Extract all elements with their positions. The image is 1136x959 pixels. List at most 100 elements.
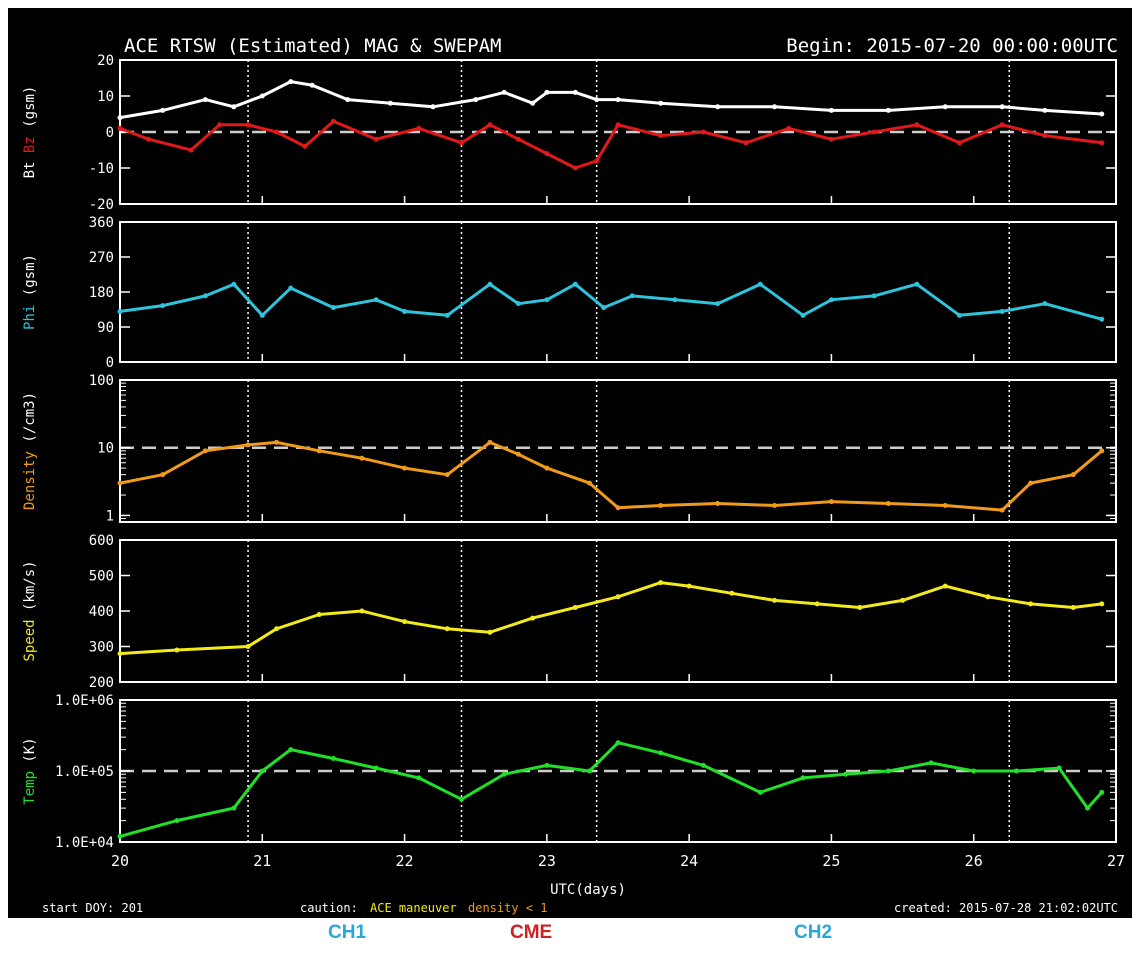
data-point-temp <box>544 762 550 768</box>
data-point-density <box>942 503 948 509</box>
y-axis-label-part: (K) <box>22 737 38 771</box>
data-point-temp <box>330 755 336 761</box>
data-point-temp <box>971 768 977 774</box>
series-line-temp <box>119 741 1103 838</box>
y-tick-label-speed-3: 300 <box>89 640 114 656</box>
data-point-phi <box>515 301 521 307</box>
data-point-density <box>316 448 322 454</box>
data-point-temp <box>259 768 265 774</box>
data-point-bt <box>160 107 166 113</box>
data-point-temp <box>700 762 706 768</box>
data-point-bz <box>515 136 521 142</box>
data-point-bt <box>202 97 208 103</box>
data-point-density <box>885 501 891 507</box>
data-point-temp <box>1056 765 1062 771</box>
data-point-speed <box>615 594 621 600</box>
data-point-phi <box>629 293 635 299</box>
data-point-phi <box>715 301 721 307</box>
ch2-annotation: CH2 <box>794 922 833 943</box>
data-point-bt <box>117 115 123 121</box>
series-line-bz <box>119 119 1102 170</box>
data-point-bt <box>345 97 351 103</box>
x-tick-label-4: 24 <box>680 852 698 870</box>
data-point-temp <box>501 771 507 777</box>
data-point-density <box>402 465 408 471</box>
data-point-temp <box>1099 789 1105 795</box>
data-point-temp <box>1085 805 1091 811</box>
data-point-phi <box>999 308 1005 314</box>
y-axis-label-part: (km/s) <box>22 560 38 619</box>
data-point-speed <box>316 612 322 618</box>
data-point-density <box>444 472 450 478</box>
plot-area: ACE RTSW (Estimated) MAG & SWEPAM Begin:… <box>8 8 1132 918</box>
data-point-bt <box>1099 111 1105 117</box>
data-point-temp <box>416 775 422 781</box>
data-point-speed <box>857 604 863 610</box>
panel-frame-speed <box>119 539 1117 683</box>
data-point-density <box>202 448 208 454</box>
data-point-bt <box>231 104 237 110</box>
data-point-phi <box>373 297 379 303</box>
y-tick-label-phi-4: 0 <box>106 355 114 371</box>
data-point-speed <box>402 619 408 625</box>
data-point-bz <box>373 136 379 142</box>
begin-label: Begin: 2015-07-20 00:00:00UTC <box>786 35 1118 57</box>
y-tick-label-phi-2: 180 <box>89 285 114 301</box>
data-point-speed <box>487 629 493 635</box>
data-point-bz <box>615 122 621 128</box>
data-point-speed <box>814 601 820 607</box>
ch1-annotation: CH1 <box>328 922 367 943</box>
caution-density-label: density < 1 <box>468 901 547 915</box>
data-point-bz <box>117 125 123 131</box>
data-point-phi <box>202 293 208 299</box>
data-point-temp <box>373 765 379 771</box>
data-point-bz <box>145 136 151 142</box>
data-point-speed <box>1028 601 1034 607</box>
data-point-speed <box>942 583 948 589</box>
y-tick-label-speed-4: 200 <box>89 675 114 691</box>
data-point-phi <box>544 297 550 303</box>
data-point-bt <box>715 104 721 110</box>
y-tick-label-temp-0: 1.0E+06 <box>55 693 114 709</box>
data-point-temp <box>928 760 934 766</box>
data-point-phi <box>871 293 877 299</box>
data-point-bz <box>658 133 664 139</box>
y-axis-label-temp: Temp (K) <box>22 737 38 804</box>
data-point-speed <box>359 608 365 614</box>
data-point-density <box>515 451 521 457</box>
data-point-phi <box>444 312 450 318</box>
data-point-temp <box>458 796 464 802</box>
data-point-bz <box>594 158 600 164</box>
chart-title: ACE RTSW (Estimated) MAG & SWEPAM <box>124 35 502 57</box>
x-axis-label: UTC(days) <box>550 882 626 898</box>
data-point-temp <box>615 740 621 746</box>
data-point-bt <box>387 100 393 106</box>
y-tick-label-temp-1: 1.0E+05 <box>55 764 114 780</box>
solar-wind-chart: ACE RTSW (Estimated) MAG & SWEPAM Begin:… <box>22 35 1125 915</box>
data-point-speed <box>658 580 664 586</box>
data-point-temp <box>174 818 180 824</box>
panel-frame-density <box>119 379 1117 523</box>
data-point-speed <box>274 626 280 632</box>
data-point-speed <box>686 583 692 589</box>
data-point-bz <box>330 118 336 124</box>
data-point-speed <box>729 590 735 596</box>
data-point-phi <box>956 312 962 318</box>
data-point-bt <box>658 100 664 106</box>
data-point-density <box>715 501 721 507</box>
series-line-speed <box>119 581 1102 656</box>
data-point-bt <box>999 104 1005 110</box>
data-point-speed <box>245 644 251 649</box>
y-tick-label-density-2: 1 <box>106 508 114 524</box>
y-tick-label-phi-3: 90 <box>97 320 114 336</box>
data-point-bz <box>871 129 877 135</box>
data-point-phi <box>231 281 237 287</box>
data-point-temp <box>288 747 294 753</box>
data-point-bt <box>885 107 891 113</box>
y-axis-label-phi: Phi (gsm) <box>22 254 38 330</box>
data-point-bz <box>956 140 962 146</box>
y-axis-label-part: Bt <box>22 162 38 179</box>
data-point-phi <box>288 285 294 291</box>
x-tick-label-0: 20 <box>111 852 129 870</box>
y-tick-label-density-1: 10 <box>97 441 114 457</box>
